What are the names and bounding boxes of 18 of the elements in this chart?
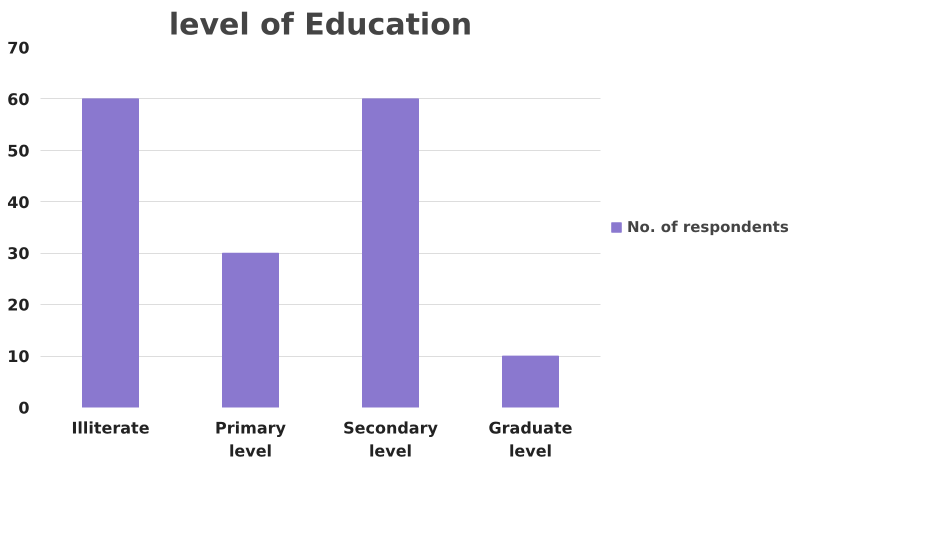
x-tick-label: Graduate level [488, 418, 573, 460]
y-tick-label: 20 [7, 296, 30, 315]
legend-label: No. of respondents [627, 218, 789, 236]
bar [362, 98, 419, 408]
y-tick-label: 0 [18, 398, 30, 418]
y-tick-label: 40 [7, 192, 30, 212]
bar [502, 356, 559, 408]
y-tick-label: 60 [7, 90, 30, 109]
bar [82, 98, 139, 408]
y-tick-label: 10 [7, 347, 30, 366]
x-tick-label: Primary level [215, 418, 287, 460]
x-tick-label: Illiterate [71, 418, 150, 438]
y-tick-label: 30 [7, 244, 30, 264]
chart-title: level of Education [168, 8, 472, 42]
y-tick-label: 70 [7, 38, 30, 58]
bar [222, 252, 279, 408]
x-tick-label: Secondary level [343, 418, 438, 460]
y-tick-label: 50 [7, 141, 30, 160]
